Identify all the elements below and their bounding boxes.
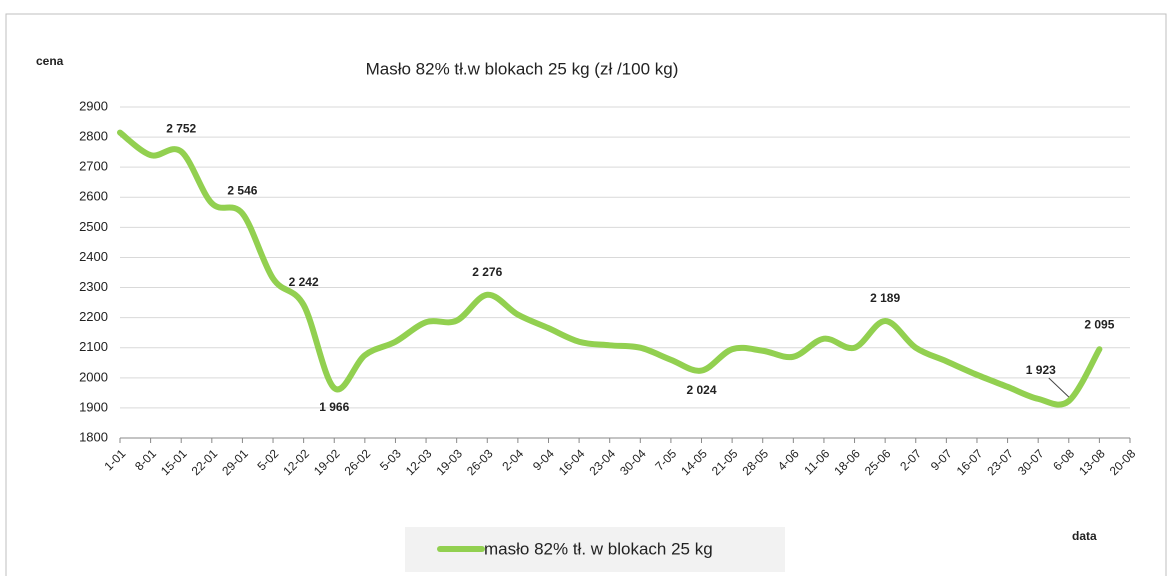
x-tick-label: 25-06 — [862, 446, 894, 478]
x-tick-label: 29-01 — [219, 446, 251, 478]
x-tick-label: 8-01 — [132, 446, 159, 473]
y-axis-label: cena — [36, 54, 64, 68]
x-tick-label: 23-07 — [984, 446, 1016, 478]
x-tick-label: 7-05 — [652, 446, 679, 473]
x-tick-label: 5-03 — [377, 446, 404, 473]
data-label: 2 189 — [870, 291, 900, 305]
data-label: 1 923 — [1026, 363, 1056, 377]
data-label: 2 024 — [686, 383, 716, 397]
x-tick-label: 26-02 — [342, 446, 374, 478]
x-tick-label: 4-06 — [775, 446, 802, 473]
x-tick-label: 2-07 — [897, 446, 924, 473]
y-tick-label: 1900 — [79, 399, 108, 414]
y-tick-label: 2300 — [79, 279, 108, 294]
data-label: 2 242 — [289, 275, 319, 289]
data-label: 2 276 — [472, 265, 502, 279]
data-label: 2 546 — [227, 184, 257, 198]
x-tick-label: 23-04 — [586, 446, 618, 478]
y-tick-label: 1800 — [79, 429, 108, 444]
y-tick-label: 2600 — [79, 189, 108, 204]
x-tick-label: 2-04 — [499, 446, 526, 473]
x-tick-label: 16-07 — [954, 446, 986, 478]
x-tick-label: 19-03 — [433, 446, 465, 478]
y-tick-label: 2900 — [79, 98, 108, 113]
x-tick-label: 5-02 — [255, 446, 282, 473]
x-tick-label: 15-01 — [158, 446, 190, 478]
x-tick-label: 13-08 — [1076, 446, 1108, 478]
x-tick-label: 14-05 — [678, 446, 710, 478]
x-tick-label: 9-07 — [928, 446, 955, 473]
x-tick-label: 18-06 — [831, 446, 863, 478]
y-tick-label: 2200 — [79, 309, 108, 324]
data-label: 1 966 — [319, 400, 349, 414]
x-tick-label: 19-02 — [311, 446, 343, 478]
x-tick-label: 6-08 — [1050, 446, 1077, 473]
y-tick-label: 2800 — [79, 129, 108, 144]
data-label: 2 095 — [1084, 317, 1114, 331]
x-tick-label: 9-04 — [530, 446, 557, 473]
legend-label: masło 82% tł. w blokach 25 kg — [484, 539, 713, 558]
data-line — [117, 129, 1103, 408]
y-tick-label: 2000 — [79, 369, 108, 384]
x-tick-label: 22-01 — [189, 446, 221, 478]
x-tick-label: 21-05 — [709, 446, 741, 478]
data-label: 2 752 — [166, 122, 196, 136]
y-tick-label: 2100 — [79, 339, 108, 354]
x-axis-label: data — [1072, 529, 1097, 543]
x-tick-label: 20-08 — [1107, 446, 1139, 478]
x-tick-label: 16-04 — [556, 446, 588, 478]
x-tick-label: 26-03 — [464, 446, 496, 478]
chart-title: Masło 82% tł.w blokach 25 kg (zł /100 kg… — [366, 59, 679, 78]
x-tick-label: 28-05 — [739, 446, 771, 478]
x-tick-label: 30-04 — [617, 446, 649, 478]
chart-frame — [5, 13, 1167, 576]
y-tick-label: 2500 — [79, 219, 108, 234]
x-tick-label: 12-03 — [403, 446, 435, 478]
x-tick-label: 12-02 — [280, 446, 312, 478]
leader-line — [1048, 377, 1070, 398]
x-tick-label: 30-07 — [1015, 446, 1047, 478]
y-tick-label: 2700 — [79, 159, 108, 174]
x-tick-label: 1-01 — [101, 446, 128, 473]
x-tick-label: 11-06 — [801, 446, 832, 477]
y-tick-label: 2400 — [79, 249, 108, 264]
